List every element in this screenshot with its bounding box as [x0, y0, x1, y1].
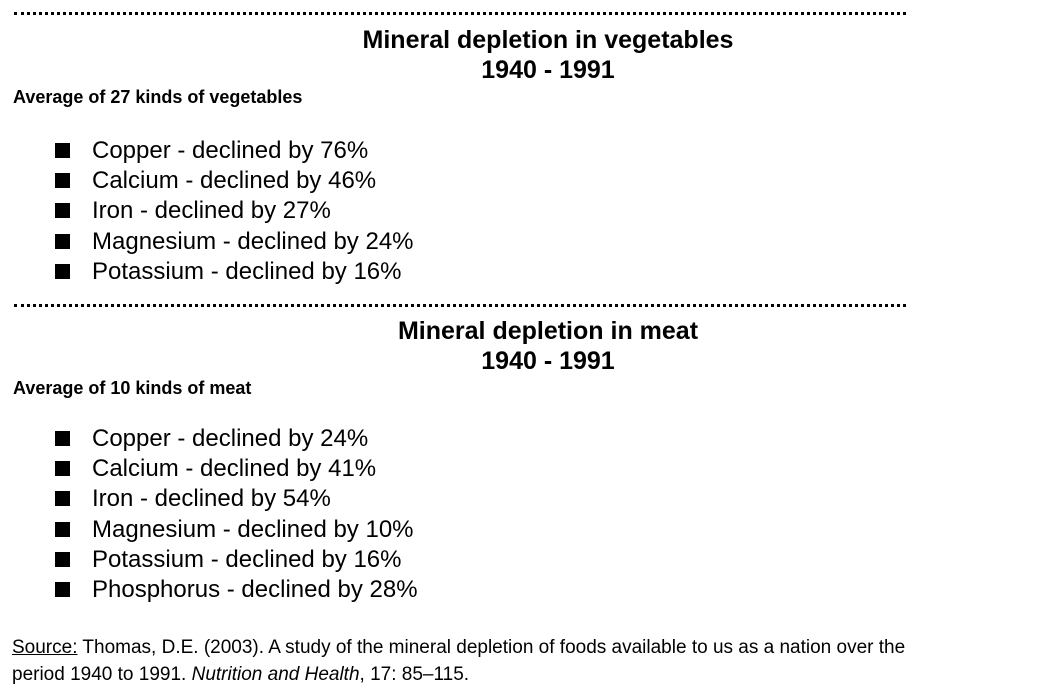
vegetables-heading: Mineral depletion in vegetables 1940 - 1…: [96, 25, 1000, 85]
list-item-text: Calcium - declined by 46%: [92, 167, 377, 195]
list-item-text: Iron - declined by 54%: [92, 485, 331, 513]
list-item-text: Copper - declined by 76%: [92, 137, 369, 164]
square-bullet-icon: [55, 203, 70, 219]
square-bullet-icon: [55, 491, 70, 507]
dotted-divider-middle: [14, 304, 906, 307]
meat-heading: Mineral depletion in meat 1940 - 1991: [96, 316, 1000, 376]
meat-title: Mineral depletion in meat: [397, 317, 699, 345]
list-item-text: Phosphorus - declined by 28%: [92, 575, 418, 603]
meat-subtitle: Average of 10 kinds of meat: [13, 378, 252, 398]
source-label: Source:: [12, 637, 78, 658]
meat-years: 1940 - 1991: [481, 347, 615, 375]
vegetables-subtitle: Average of 27 kinds of vegetables: [13, 87, 303, 107]
journal-name: Nutrition and Health: [191, 664, 360, 685]
source-line-2: period 1940 to 1991. Nutrition and Healt…: [12, 661, 1056, 688]
square-bullet-icon: [55, 581, 70, 597]
list-item-text: Magnesium - declined by 24%: [92, 227, 414, 255]
list-item-text: Copper - declined by 24%: [92, 425, 369, 452]
source-text-line-1: Thomas, D.E. (2003). A study of the mine…: [77, 637, 906, 658]
square-bullet-icon: [55, 431, 70, 446]
square-bullet-icon: [55, 551, 70, 567]
square-bullet-icon: [55, 233, 70, 249]
square-bullet-icon: [55, 173, 70, 189]
vegetables-years: 1940 - 1991: [481, 56, 615, 84]
list-item-text: Calcium - declined by 41%: [92, 455, 377, 483]
dotted-divider-top: [14, 12, 906, 15]
square-bullet-icon: [55, 263, 70, 279]
list-item-text: Potassium - declined by 16%: [92, 257, 402, 285]
square-bullet-icon: [55, 143, 70, 158]
square-bullet-icon: [55, 461, 70, 477]
list-item-text: Potassium - declined by 16%: [92, 545, 402, 573]
source-text-line-2-prefix: period 1940 to 1991.: [12, 664, 192, 685]
source-line-1: Source: Thomas, D.E. (2003). A study of …: [12, 634, 1056, 661]
list-item-text: Iron - declined by 27%: [92, 197, 331, 225]
vegetables-title: Mineral depletion in vegetables: [362, 26, 734, 54]
source-text-line-2-suffix: , 17: 85–115.: [359, 664, 470, 685]
square-bullet-icon: [55, 521, 70, 537]
list-item-text: Magnesium - declined by 10%: [92, 515, 414, 543]
source-citation: Source: Thomas, D.E. (2003). A study of …: [12, 634, 1056, 688]
